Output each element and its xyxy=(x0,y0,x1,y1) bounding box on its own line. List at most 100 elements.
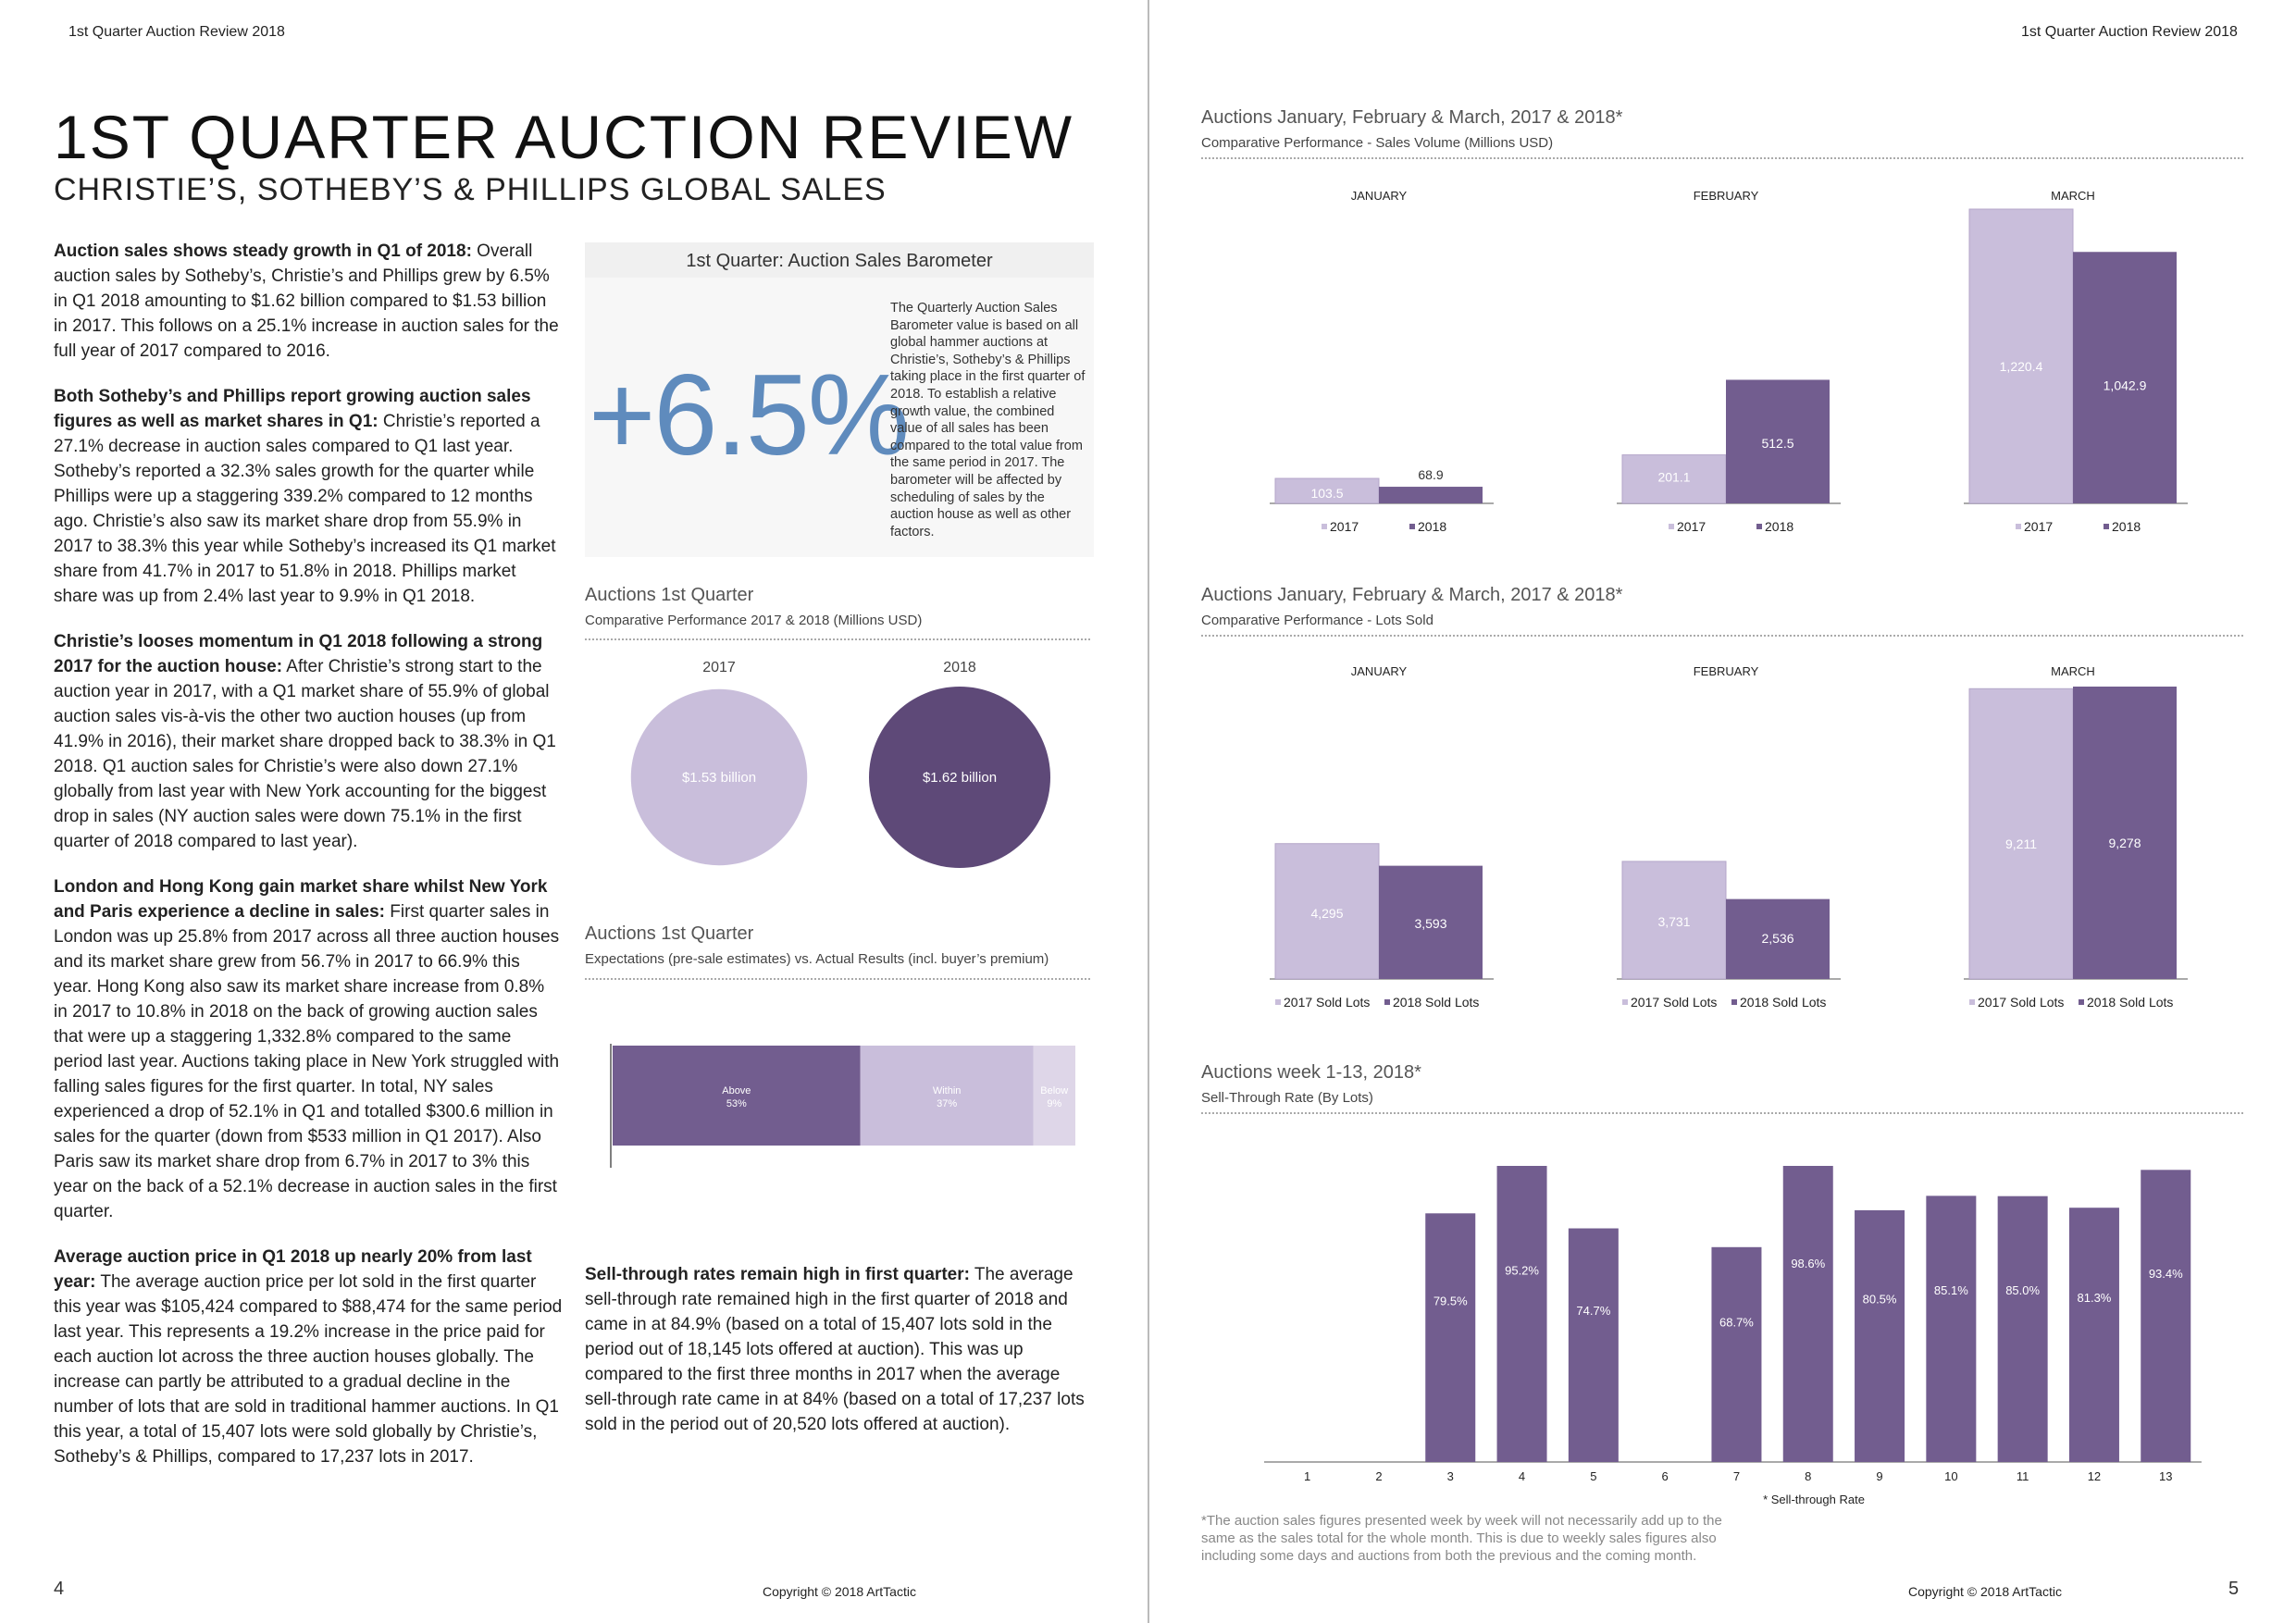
sales-volume-chart-title: Auctions January, February & March, 2017… xyxy=(1201,107,1623,128)
legend-label: 2018 Sold Lots xyxy=(2087,995,2173,1010)
pie-chart: 2017 $1.53 billion 2018 $1.62 billion xyxy=(630,660,1050,868)
pie-value-label: $1.53 billion xyxy=(682,770,756,786)
paragraph-4-text: First quarter sales in London was up 25.… xyxy=(54,902,560,1221)
bar-2018-february xyxy=(1726,379,1830,503)
bar-value-label: 1,042.9 xyxy=(2104,378,2147,393)
pie-circle-2017 xyxy=(630,688,808,866)
week-tick-label: 13 xyxy=(2159,1469,2172,1483)
body-text-column: Auction sales shows steady growth in Q1 … xyxy=(54,239,563,1490)
pie-year-label: 2017 xyxy=(702,660,736,675)
paragraph-3: Christie’s looses momentum in Q1 2018 fo… xyxy=(54,629,563,854)
legend-swatch xyxy=(2016,524,2021,529)
sell-through-bar-week-11 xyxy=(1997,1196,2048,1462)
bar-2017-sold-lots-march xyxy=(1968,688,2074,980)
bar-value-label: 9,278 xyxy=(2108,836,2141,850)
bar-2017-january xyxy=(1274,477,1380,504)
lots-sold-chart-title: Auctions January, February & March, 2017… xyxy=(1201,585,1623,605)
bar-value-label: 9,211 xyxy=(2005,836,2037,851)
expectations-value-label: 9% xyxy=(1047,1098,1061,1109)
paragraph-4: London and Hong Kong gain market share w… xyxy=(54,874,563,1224)
month-label: JANUARY xyxy=(1351,664,1408,678)
sell-through-chart-title: Auctions week 1-13, 2018* xyxy=(1201,1062,1421,1083)
sell-through-bar-week-13 xyxy=(2141,1170,2191,1462)
sell-through-value-label: 74.7% xyxy=(1576,1304,1610,1318)
pie-value-label: $1.62 billion xyxy=(923,770,997,786)
month-label: MARCH xyxy=(2051,189,2095,203)
week-tick-label: 10 xyxy=(1944,1469,1957,1483)
sell-through-value-label: 68.7% xyxy=(1719,1316,1754,1330)
expectations-category-label: Within xyxy=(933,1085,962,1096)
week-tick-label: 3 xyxy=(1447,1469,1454,1483)
sell-through-value-label: 80.5% xyxy=(1863,1293,1897,1307)
month-label: FEBRUARY xyxy=(1694,189,1759,203)
bar-2018-sold-lots-january xyxy=(1379,865,1483,979)
bar-2017-sold-lots-february xyxy=(1621,861,1727,980)
legend-swatch xyxy=(1731,999,1737,1005)
expectations-segment-within xyxy=(860,1046,1034,1146)
legend-swatch xyxy=(1275,999,1281,1005)
expectations-chart-title: Auctions 1st Quarter xyxy=(585,923,754,944)
sell-through-value-label: 95.2% xyxy=(1505,1263,1539,1277)
bar-2017-march xyxy=(1968,208,2074,504)
bar-2018-march xyxy=(2073,252,2177,503)
legend-label: 2018 xyxy=(1418,519,1446,534)
sales-volume-chart-subtitle: Comparative Performance - Sales Volume (… xyxy=(1201,135,1554,151)
legend-swatch xyxy=(1322,524,1327,529)
sell-through-bar-week-12 xyxy=(2068,1208,2119,1462)
legend-label: 2017 Sold Lots xyxy=(1284,995,1370,1010)
bar-2018-january xyxy=(1379,487,1483,503)
paragraph-5: Average auction price in Q1 2018 up near… xyxy=(54,1245,563,1469)
pie-chart-rule xyxy=(585,638,1090,640)
barometer-description: The Quarterly Auction Sales Barometer va… xyxy=(890,301,1086,539)
expectations-category-label: Below xyxy=(1040,1085,1068,1096)
barometer-title: 1st Quarter: Auction Sales Barometer xyxy=(585,242,1094,278)
paragraph-5-text: The average auction price per lot sold i… xyxy=(54,1272,563,1467)
paragraph-3-lead: Christie’s looses momentum in Q1 2018 fo… xyxy=(54,632,543,676)
sell-through-value-label: 81.3% xyxy=(2078,1291,2112,1305)
paragraph-2-text: Christie’s reported a 27.1% decrease in … xyxy=(54,412,556,606)
sell-through-bar-week-10 xyxy=(1926,1196,1977,1462)
legend-swatch xyxy=(1622,999,1628,1005)
sell-through-chart: 1 279.5%395.2%474.7%5 668.7%798.6%880.5%98… xyxy=(1264,1166,2202,1506)
sales-volume-chart: JANUARY 103.5 68.9 2017 2018 FEBRUARY 201.1 512… xyxy=(1270,189,2188,534)
header-right: 1st Quarter Auction Review 2018 xyxy=(2021,24,2238,40)
sell-through-bar-week-9 xyxy=(1855,1209,1905,1462)
legend-label: 2017 xyxy=(1330,519,1359,534)
legend-label: 2018 xyxy=(2112,519,2141,534)
bar-2017-february xyxy=(1621,454,1727,504)
week-tick-label: 1 xyxy=(1304,1469,1310,1483)
expectations-value-label: 53% xyxy=(726,1098,747,1109)
legend-label: 2018 xyxy=(1765,519,1793,534)
week-tick-label: 11 xyxy=(2017,1469,2029,1483)
week-tick-label: 5 xyxy=(1590,1469,1596,1483)
legend-label: 2017 xyxy=(2024,519,2053,534)
barometer-box xyxy=(585,242,1094,557)
expectations-category-label: Above xyxy=(722,1085,751,1096)
legend-label: 2018 Sold Lots xyxy=(1740,995,1826,1010)
bar-value-label: 3,731 xyxy=(1657,914,1690,929)
week-tick-label: 7 xyxy=(1733,1469,1740,1483)
bar-value-label: 2,536 xyxy=(1761,931,1793,946)
paragraph-5-lead: Average auction price in Q1 2018 up near… xyxy=(54,1247,532,1292)
week-tick-label: 6 xyxy=(1662,1469,1669,1483)
bar-2018-sold-lots-march xyxy=(2073,687,2177,979)
barometer-value: +6.5% xyxy=(589,352,910,479)
lots-sold-chart-subtitle: Comparative Performance - Lots Sold xyxy=(1201,613,1433,628)
expectations-segment-below xyxy=(1033,1046,1075,1146)
paragraph-2: Both Sotheby’s and Phillips report growi… xyxy=(54,384,563,609)
page-gutter xyxy=(1148,0,1149,1623)
sell-through-text: The average sell-through rate remained h… xyxy=(585,1265,1085,1434)
legend-swatch xyxy=(1969,999,1975,1005)
legend-label: 2017 Sold Lots xyxy=(1978,995,2064,1010)
expectations-chart: Above 53% Within 37% Below 9% xyxy=(610,1044,1075,1168)
paragraph-1: Auction sales shows steady growth in Q1 … xyxy=(54,239,563,364)
sell-through-value-label: 85.1% xyxy=(1934,1283,1968,1297)
sell-through-paragraph: Sell-through rates remain high in first … xyxy=(585,1262,1094,1437)
week-tick-label: 2 xyxy=(1375,1469,1382,1483)
copyright-right: Copyright © 2018 ArtTactic xyxy=(1908,1584,2062,1599)
lots-sold-chart: JANUARY 4,295 3,593 2017 Sold Lots 2018 Sold… xyxy=(1270,664,2188,1010)
paragraph-2-lead: Both Sotheby’s and Phillips report growi… xyxy=(54,387,531,431)
copyright-left: Copyright © 2018 ArtTactic xyxy=(763,1584,916,1599)
legend-swatch xyxy=(1669,524,1674,529)
pie-chart-subtitle: Comparative Performance 2017 & 2018 (Mil… xyxy=(585,613,923,628)
